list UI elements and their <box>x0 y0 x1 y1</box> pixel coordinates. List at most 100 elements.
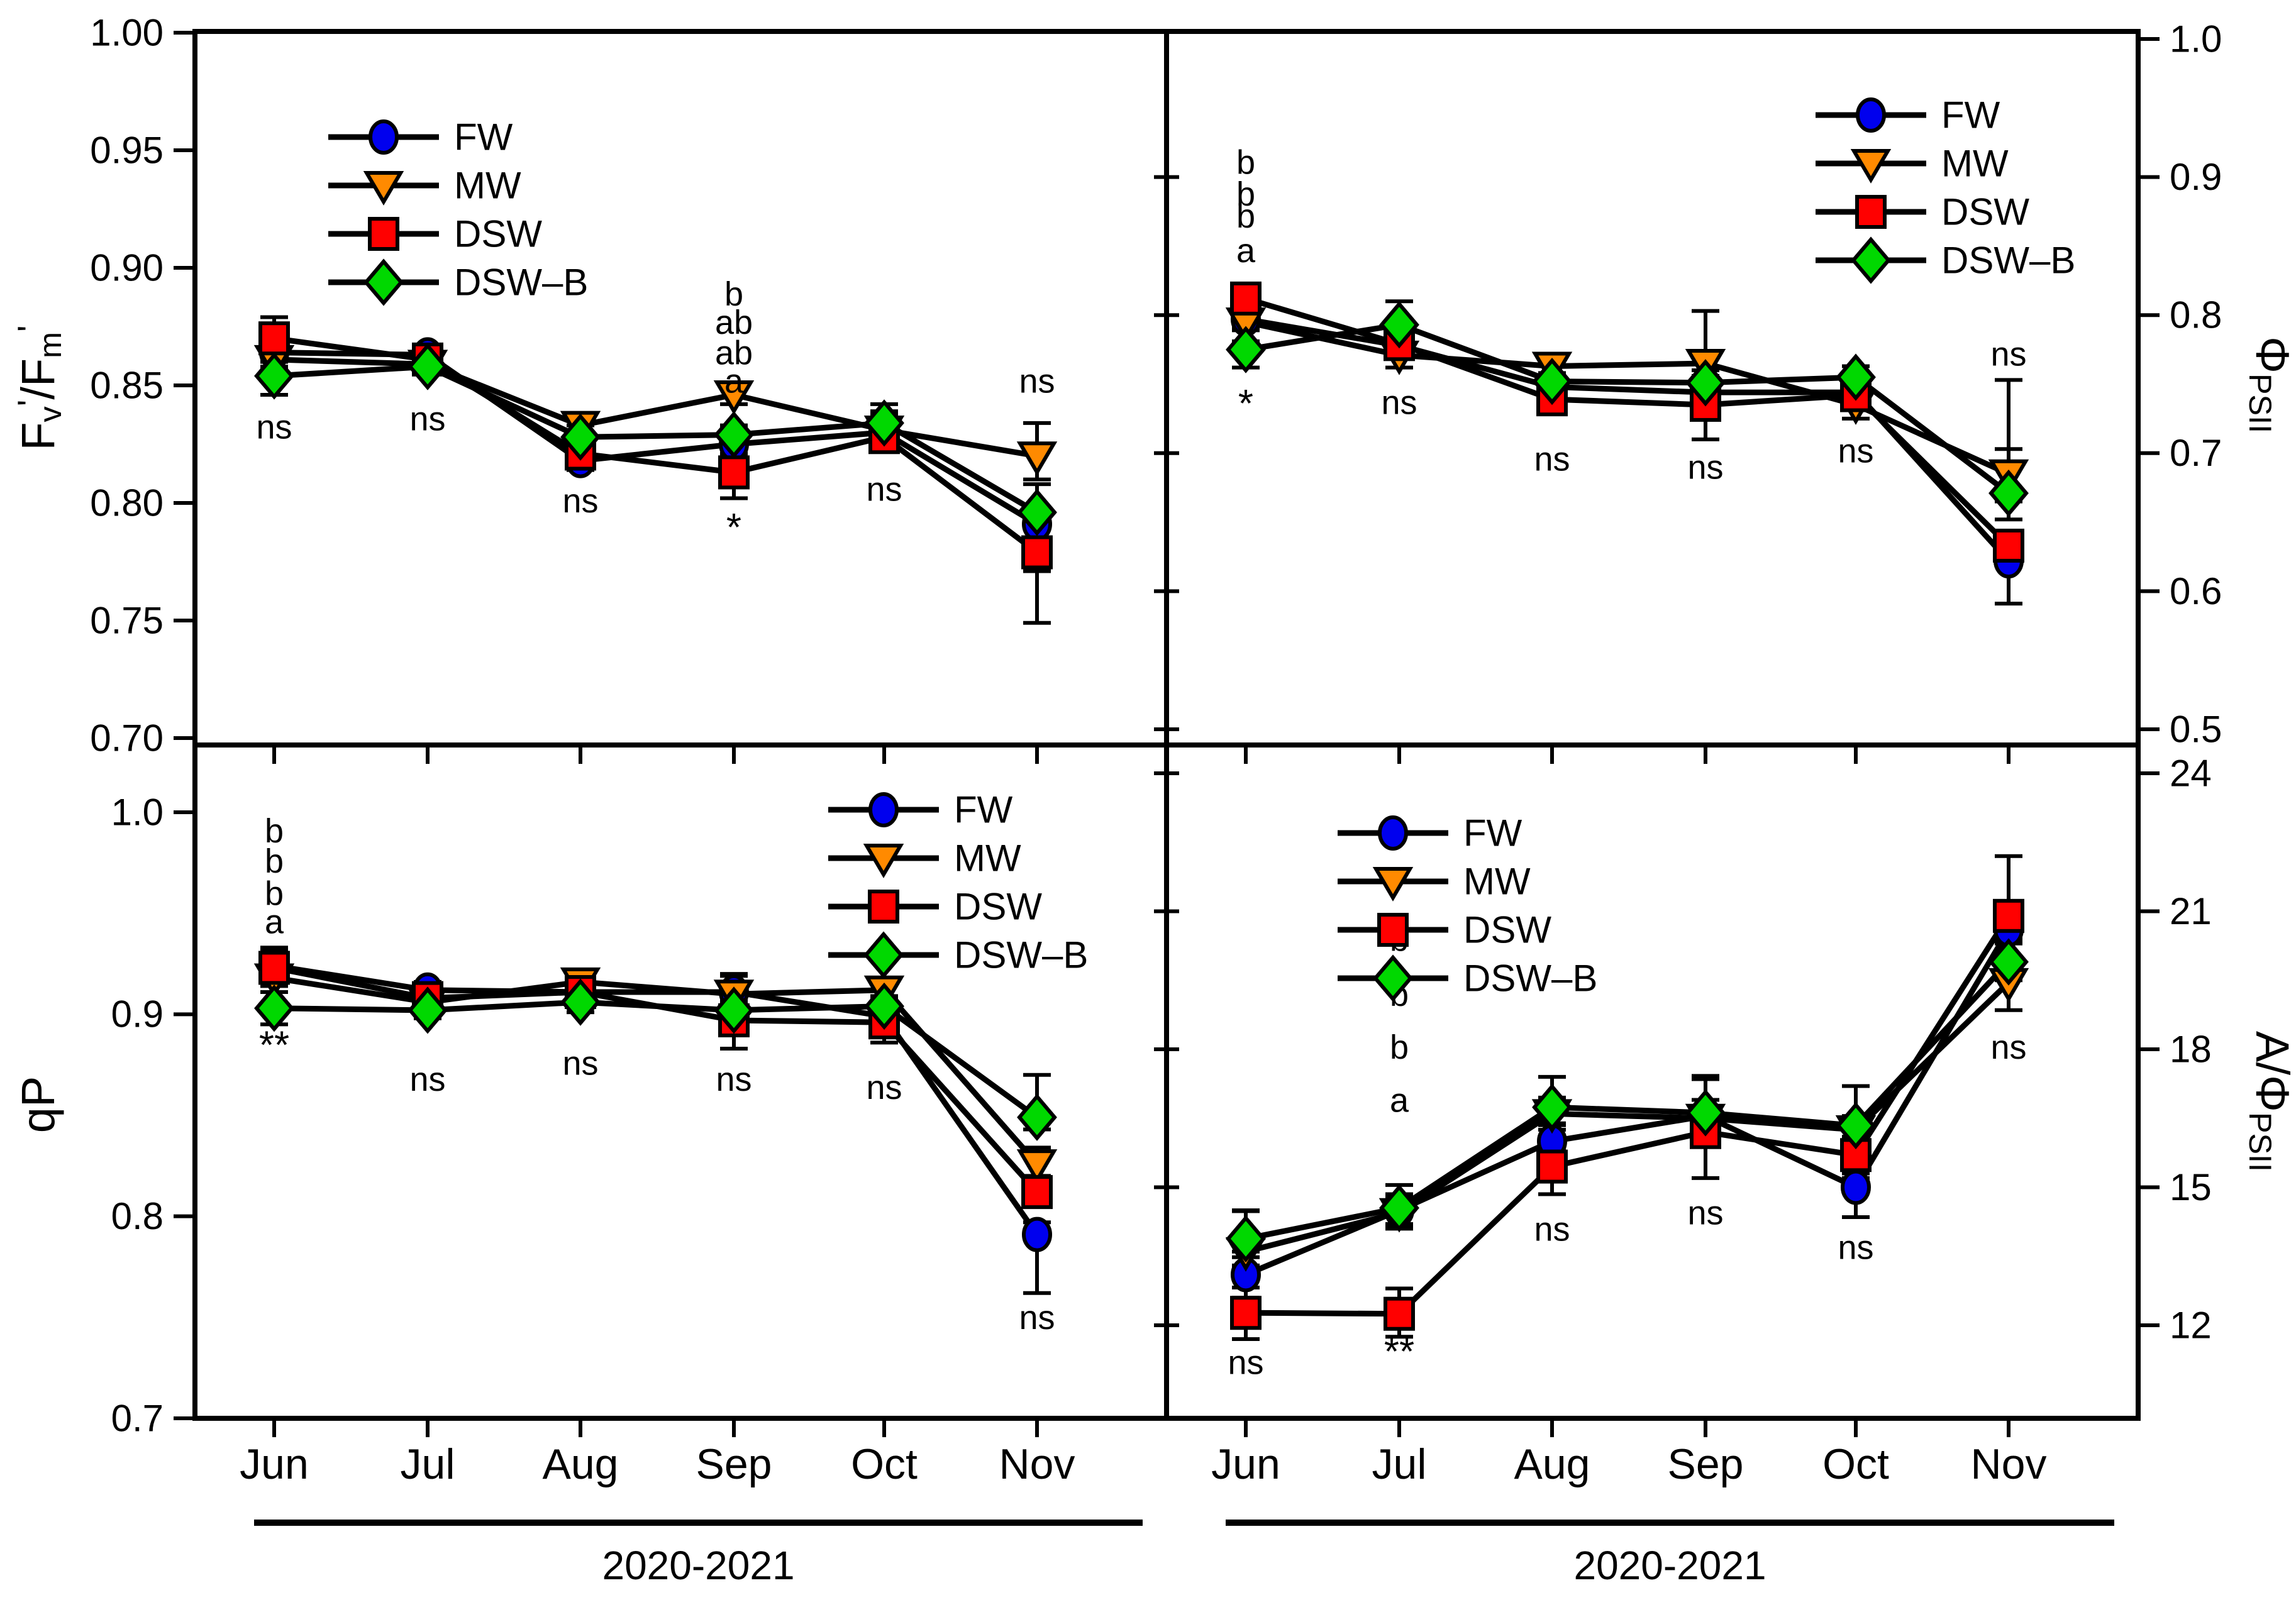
y-tick-label: 12 <box>2170 1304 2212 1346</box>
marker-DSW <box>718 455 750 490</box>
annotation-ns: ns <box>1534 440 1570 478</box>
marker-DSW-B <box>1685 1089 1726 1137</box>
y-tick-label: 21 <box>2170 890 2212 932</box>
annotation-**: ** <box>259 1024 289 1068</box>
y-tick-label: 0.6 <box>2170 570 2222 612</box>
annotation-ns: ns <box>1381 383 1417 421</box>
annotation-b: b <box>1390 1029 1409 1066</box>
legend-marker-MW <box>863 844 904 878</box>
marker-DSW <box>1536 1149 1568 1184</box>
series-line-MW <box>274 975 1040 1166</box>
month-label-Jun: Jun <box>240 1440 309 1488</box>
y-tick-label: 15 <box>2170 1166 2212 1208</box>
y-tick-label: 0.9 <box>111 993 164 1035</box>
legend-marker-MW <box>1850 149 1892 184</box>
legend-label: DSW <box>454 212 542 255</box>
marker-FW <box>1022 1217 1052 1252</box>
marker-MW <box>713 380 755 415</box>
marker-DSW-B <box>408 986 448 1034</box>
annotation-ns: ns <box>256 408 292 446</box>
annotation-b: b <box>1236 175 1255 213</box>
month-label-Oct: Oct <box>851 1440 918 1488</box>
series-line-DSW <box>1245 914 2011 1317</box>
legend-marker-DSW–B <box>1373 954 1413 1002</box>
marker-DSW-B <box>864 399 904 447</box>
marker-DSW <box>1993 898 2024 933</box>
legend-marker-FW <box>868 792 899 827</box>
y-tick-label: 1.0 <box>2170 18 2222 60</box>
annotation-ns: ns <box>1990 336 2026 373</box>
marker-DSW <box>258 951 290 985</box>
marker-DSW <box>258 321 290 356</box>
annotation-ns: ns <box>1990 1029 2026 1066</box>
x-axis-labels: Jun Jul Aug Sep Oct Nov 2020-2021 Jun Jul Aug Sep O… <box>240 1440 2114 1588</box>
axis-title-bottom-left: qP <box>12 1076 64 1134</box>
marker-DSW-B <box>254 352 294 400</box>
marker-MW <box>1016 1149 1058 1184</box>
marker-DSW <box>1230 1296 1262 1330</box>
annotation-ns: ns <box>1534 1210 1570 1248</box>
annotation-ns: ns <box>1838 432 1873 470</box>
annotation-ns: ns <box>562 482 598 520</box>
legend-top-right: FW MW DSW DSW–B <box>1816 94 2075 284</box>
axis-title-bottom-right: A/ΦPSII <box>2243 1031 2296 1172</box>
marker-DSW <box>1230 281 1262 316</box>
month-label-Sep: Sep <box>696 1440 772 1488</box>
y-tick-label: 1.0 <box>111 791 164 833</box>
y-tick-label: 0.90 <box>90 246 164 289</box>
legend-label: FW <box>1463 812 1522 854</box>
series-line-DSW-B <box>1245 959 2011 1242</box>
legend-marker-MW <box>363 171 404 206</box>
legend-label: MW <box>1941 142 2009 184</box>
legend-marker-MW <box>1372 867 1414 902</box>
annotation-ns: ns <box>1019 362 1055 400</box>
series-line-MW <box>1245 319 2010 477</box>
annotation-b: b <box>265 842 284 880</box>
axis-title-top-left: Fv'/Fm' <box>11 325 68 450</box>
marker-DSW-B <box>1685 359 1726 407</box>
annotation-b: b <box>265 874 284 912</box>
series-line-DSW <box>274 335 1039 555</box>
series-line-DSW-B <box>274 999 1039 1120</box>
period-label: 2020-2021 <box>1573 1543 1766 1588</box>
series-line-DSW <box>1245 295 2011 548</box>
annotation-b: b <box>1236 197 1255 235</box>
annotation-ns: ns <box>1838 1229 1873 1267</box>
annotation-a: a <box>265 903 284 941</box>
marker-DSW-B <box>1532 1083 1572 1131</box>
marker-DSW-B <box>1379 301 1419 349</box>
y-tick-label: 0.7 <box>2170 432 2222 474</box>
y-tick-label: 24 <box>2170 752 2212 794</box>
annotation-ns: ns <box>1687 449 1723 487</box>
annotation-*: * <box>1238 382 1253 426</box>
legend-marker-FW <box>369 119 399 155</box>
legend-label: DSW–B <box>454 261 588 303</box>
legend-label: FW <box>1941 94 2000 136</box>
series-line-DSW <box>274 965 1040 1194</box>
annotation-ns: ns <box>1228 1343 1263 1381</box>
annotation-ns: ns <box>866 1069 902 1106</box>
marker-DSW <box>1021 1175 1053 1210</box>
marker-DSW-B <box>560 978 601 1026</box>
panel-bottom-right: 2421181512bbbans**nsnsnsnsFWMWDSWDSW–BA/… <box>1154 752 2296 1437</box>
marker-DSW-B <box>254 985 294 1032</box>
marker-DSW-B <box>1836 353 1876 401</box>
month-label-Jul: Jul <box>1372 1440 1427 1488</box>
legend-marker-DSW <box>1377 913 1409 947</box>
marker-DSW-B <box>1226 326 1266 373</box>
legend-label: DSW–B <box>1463 957 1597 999</box>
y-tick-label: 0.8 <box>2170 294 2222 336</box>
legend-marker-FW <box>1856 97 1886 133</box>
legend-bottom-right: FW MW DSW DSW–B <box>1338 812 1597 1002</box>
legend-label: DSW <box>1463 908 1551 951</box>
y-tick-label: 18 <box>2170 1028 2212 1070</box>
legend-top-left: FW MW DSW DSW–B <box>328 116 588 306</box>
legend-label: FW <box>954 788 1013 830</box>
series-line-DSW-B <box>274 363 1039 515</box>
annotation-ns: ns <box>1019 1299 1055 1337</box>
marker-DSW-B <box>1226 1215 1266 1263</box>
y-tick-label: 0.5 <box>2170 708 2222 750</box>
